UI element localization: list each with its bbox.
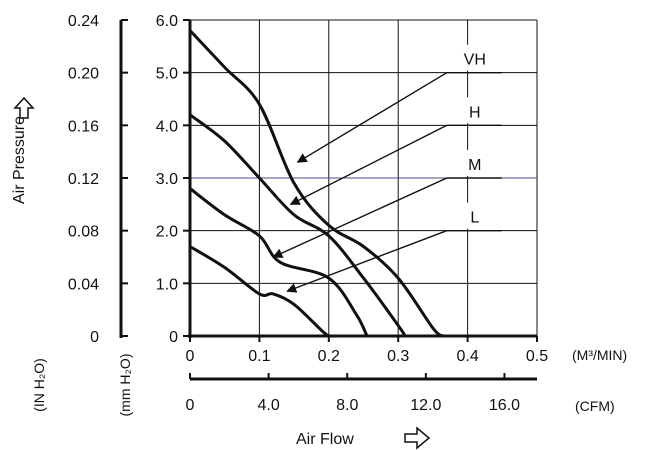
x-axis-label: Air Flow: [296, 431, 354, 448]
y2-tick-label: 0.12: [68, 171, 99, 188]
x2-tick-label: 0: [186, 397, 195, 414]
y2-tick-label: 0: [90, 329, 99, 346]
x-tick-label: 0.5: [526, 348, 548, 365]
y-tick-label: 3.0: [156, 171, 178, 188]
x2-tick-label: 12.0: [410, 397, 441, 414]
x-axis-arrow-icon: [404, 426, 431, 450]
callouts: VH H M L: [272, 44, 513, 293]
y-tick-label: 4.0: [156, 118, 178, 135]
y-tick-label: 1.0: [156, 276, 178, 293]
y-axis-label: Air Pressure: [11, 116, 28, 204]
axes: 01.02.03.04.05.06.000.040.080.120.160.20…: [68, 13, 548, 414]
x-tick-label: 0.4: [456, 348, 478, 365]
x-tick-label: 0: [186, 348, 195, 365]
y2-tick-label: 0.24: [68, 13, 99, 30]
callout-label-l: L: [470, 210, 479, 227]
x-tick-label: 0.2: [318, 348, 340, 365]
y-tick-label: 6.0: [156, 13, 178, 30]
callout-label-h: H: [469, 104, 481, 121]
callout-box: [442, 150, 513, 176]
x-unit-secondary: (CFM): [575, 398, 615, 414]
x-tick-label: 0.1: [248, 348, 270, 365]
y-tick-label: 2.0: [156, 224, 178, 241]
y-unit-secondary: (IN H₂O): [31, 358, 47, 412]
callout-arrow-l: [286, 230, 448, 293]
callout-arrow-m: [272, 177, 448, 258]
y2-tick-label: 0.20: [68, 66, 99, 83]
callout-arrow-vh: [296, 72, 448, 163]
series-lines: [188, 29, 445, 338]
x-tick-label: 0.3: [387, 348, 409, 365]
x2-tick-label: 8.0: [336, 397, 358, 414]
y2-tick-label: 0.16: [68, 118, 99, 135]
callout-box: [442, 97, 513, 124]
x2-tick-label: 16.0: [489, 397, 520, 414]
y-axis-arrow-icon: [13, 96, 35, 119]
y-unit-primary: (mm H₂O): [117, 354, 133, 417]
y2-tick-label: 0.08: [68, 224, 99, 241]
series-line-m: [189, 187, 369, 337]
callout-label-m: M: [468, 157, 481, 174]
callout-arrow-h: [289, 124, 448, 205]
callout-box: [442, 202, 513, 229]
x-unit-primary: (M³/MIN): [572, 347, 627, 363]
callout-box: [442, 44, 513, 71]
series-line-h: [189, 113, 407, 337]
series-line-l: [189, 245, 330, 338]
series-line-vh: [188, 29, 445, 338]
axis-labels: Air Pressure (IN H₂O) (mm H₂O) (M³/MIN) …: [11, 96, 627, 450]
x2-tick-label: 4.0: [257, 397, 279, 414]
y2-tick-label: 0.04: [68, 276, 99, 293]
y-tick-label: 5.0: [156, 66, 178, 83]
y-tick-label: 0: [169, 329, 178, 346]
callout-label-vh: VH: [464, 52, 486, 69]
